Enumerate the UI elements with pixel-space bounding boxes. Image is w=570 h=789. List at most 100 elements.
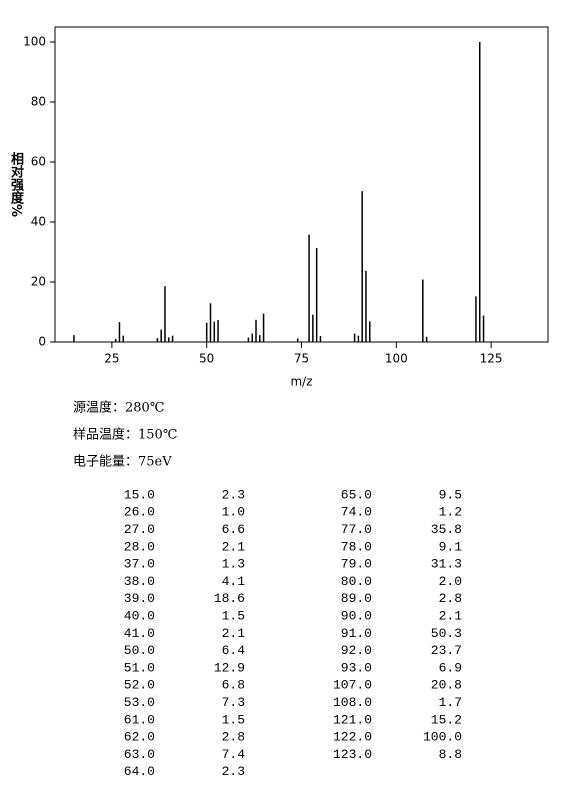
peak <box>217 320 219 342</box>
y-tick-label: 60 <box>31 155 46 169</box>
peak <box>247 337 250 342</box>
peak <box>114 339 117 342</box>
table-cell: 2.8 <box>222 730 245 745</box>
note: 源温度：280℃ <box>73 400 164 416</box>
table-cell: 80.0 <box>341 574 372 589</box>
peak <box>319 336 322 342</box>
table-cell: 1.5 <box>222 712 245 727</box>
x-axis-label: m/z <box>290 375 312 389</box>
peak <box>369 321 371 342</box>
table-cell: 74.0 <box>341 505 372 520</box>
y-tick-label: 100 <box>23 35 46 49</box>
x-tick-label: 100 <box>385 352 408 366</box>
table-cell: 123.0 <box>333 747 372 762</box>
table-cell: 64.0 <box>124 764 155 779</box>
table-cell: 20.8 <box>431 678 462 693</box>
peak <box>73 335 75 342</box>
table-cell: 38.0 <box>124 574 155 589</box>
table-cell: 18.6 <box>214 591 245 606</box>
table-cell: 7.4 <box>222 747 246 762</box>
x-tick-label: 125 <box>480 352 503 366</box>
table-cell: 8.8 <box>439 747 462 762</box>
peak <box>425 336 428 342</box>
peak <box>209 303 212 342</box>
table-cell: 91.0 <box>341 626 372 641</box>
table-cell: 35.8 <box>431 522 462 537</box>
peak <box>262 313 265 342</box>
table-cell: 37.0 <box>124 557 155 572</box>
table-cell: 50.3 <box>431 626 462 641</box>
table-cell: 1.7 <box>439 695 462 710</box>
table-cell: 26.0 <box>124 505 155 520</box>
table-cell: 50.0 <box>124 643 155 658</box>
table-cell: 15.0 <box>124 487 155 502</box>
table-cell: 2.3 <box>222 487 245 502</box>
note: 电子能量：75eV <box>73 455 172 470</box>
table-cell: 1.0 <box>222 505 245 520</box>
table-cell: 61.0 <box>124 712 155 727</box>
peak <box>478 42 481 342</box>
note: 样品温度：150℃ <box>73 427 177 443</box>
table-cell: 2.0 <box>439 574 462 589</box>
x-tick-label: 25 <box>104 352 119 366</box>
table-cell: 4.1 <box>222 574 246 589</box>
table-cell: 79.0 <box>341 557 372 572</box>
peak <box>315 248 318 342</box>
table-cell: 92.0 <box>341 643 372 658</box>
table-cell: 27.0 <box>124 522 155 537</box>
table-cell: 7.3 <box>222 695 245 710</box>
table-cell: 2.3 <box>222 764 245 779</box>
table-cell: 2.1 <box>439 609 463 624</box>
table-cell: 2.8 <box>439 591 462 606</box>
table-cell: 1.3 <box>222 557 245 572</box>
y-tick-label: 80 <box>31 95 46 109</box>
table-cell: 90.0 <box>341 609 372 624</box>
peak <box>251 333 253 342</box>
table-cell: 52.0 <box>124 678 155 693</box>
table-cell: 28.0 <box>124 539 155 554</box>
peak <box>422 279 424 342</box>
table-cell: 51.0 <box>124 660 155 675</box>
table-cell: 89.0 <box>341 591 372 606</box>
table-cell: 1.5 <box>222 609 245 624</box>
table-cell: 63.0 <box>124 747 155 762</box>
peak <box>118 322 121 342</box>
table-cell: 78.0 <box>341 539 372 554</box>
peak <box>168 337 170 342</box>
table-cell: 53.0 <box>124 695 155 710</box>
table-cell: 108.0 <box>333 695 372 710</box>
table-cell: 6.6 <box>222 522 245 537</box>
table-cell: 65.0 <box>341 487 372 502</box>
peak <box>205 322 208 342</box>
table-cell: 23.7 <box>431 643 462 658</box>
x-tick-label: 75 <box>294 352 309 366</box>
table-cell: 40.0 <box>124 609 155 624</box>
y-tick-label: 40 <box>31 215 46 229</box>
peak <box>160 329 162 342</box>
y-tick-label: 0 <box>38 335 46 349</box>
table-cell: 2.1 <box>222 626 246 641</box>
peak <box>365 270 367 342</box>
peak <box>122 335 125 342</box>
y-axis-label: 相对强度% <box>8 152 23 218</box>
table-cell: 62.0 <box>124 730 155 745</box>
table-cell: 107.0 <box>333 678 372 693</box>
table-cell: 39.0 <box>124 591 155 606</box>
peak <box>353 333 356 342</box>
peak <box>156 338 159 342</box>
peak <box>361 191 363 342</box>
x-tick-label: 50 <box>199 352 214 366</box>
peak <box>164 286 166 342</box>
peak <box>171 335 174 342</box>
table-cell: 121.0 <box>333 712 372 727</box>
peak <box>259 335 261 342</box>
table-cell: 100.0 <box>423 730 462 745</box>
table-cell: 12.9 <box>214 660 245 675</box>
table-cell: 9.5 <box>439 487 462 502</box>
table-cell: 6.9 <box>439 660 462 675</box>
peak <box>255 319 257 342</box>
peak <box>475 296 477 342</box>
table-cell: 9.1 <box>439 539 463 554</box>
